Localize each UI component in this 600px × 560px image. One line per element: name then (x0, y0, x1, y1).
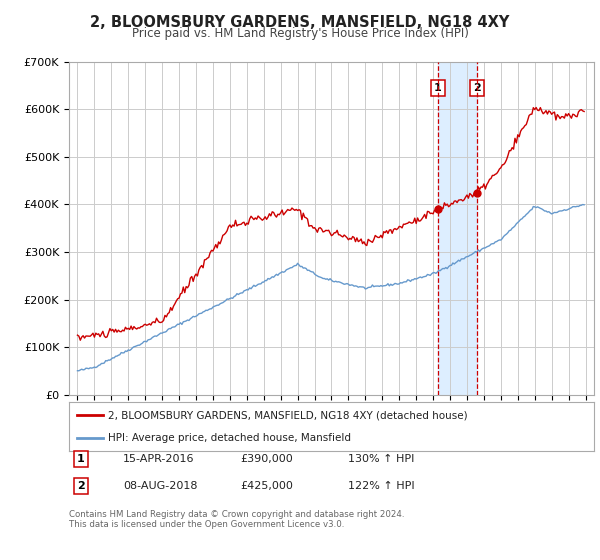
Text: 1: 1 (434, 83, 442, 93)
Text: Contains HM Land Registry data © Crown copyright and database right 2024.: Contains HM Land Registry data © Crown c… (69, 510, 404, 519)
Text: 15-APR-2016: 15-APR-2016 (123, 454, 194, 464)
Text: 2, BLOOMSBURY GARDENS, MANSFIELD, NG18 4XY (detached house): 2, BLOOMSBURY GARDENS, MANSFIELD, NG18 4… (109, 410, 468, 421)
Text: 2: 2 (473, 83, 481, 93)
Text: 1: 1 (77, 454, 85, 464)
Text: 2: 2 (77, 481, 85, 491)
Text: This data is licensed under the Open Government Licence v3.0.: This data is licensed under the Open Gov… (69, 520, 344, 529)
Text: 122% ↑ HPI: 122% ↑ HPI (348, 481, 415, 491)
Text: Price paid vs. HM Land Registry's House Price Index (HPI): Price paid vs. HM Land Registry's House … (131, 27, 469, 40)
Text: 08-AUG-2018: 08-AUG-2018 (123, 481, 197, 491)
Text: 130% ↑ HPI: 130% ↑ HPI (348, 454, 415, 464)
Text: 2, BLOOMSBURY GARDENS, MANSFIELD, NG18 4XY: 2, BLOOMSBURY GARDENS, MANSFIELD, NG18 4… (91, 15, 509, 30)
Text: £390,000: £390,000 (240, 454, 293, 464)
Bar (438, 62, 477, 395)
Text: HPI: Average price, detached house, Mansfield: HPI: Average price, detached house, Mans… (109, 433, 352, 443)
Text: £425,000: £425,000 (240, 481, 293, 491)
